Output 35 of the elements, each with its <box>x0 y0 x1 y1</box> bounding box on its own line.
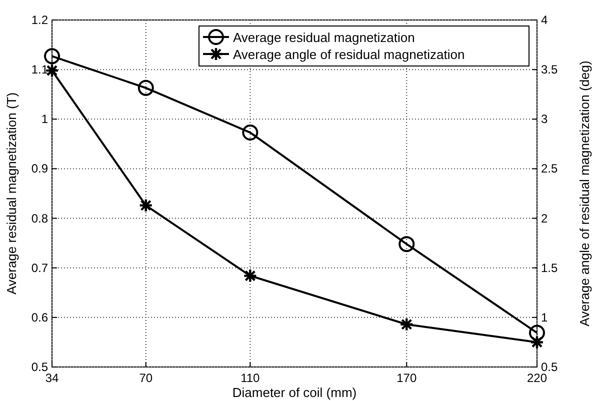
x-tick-label: 70 <box>139 371 153 385</box>
y2-tick-label: 2.5 <box>541 162 558 176</box>
y2-tick-label: 1.5 <box>541 260 558 275</box>
point <box>398 236 415 252</box>
y-tick-label: 0.8 <box>31 211 48 226</box>
y2-axis-title: Average angle of residual magnetization (deg) <box>577 60 592 326</box>
x-tick-label: 34 <box>45 371 59 385</box>
y2-tick-label: 4 <box>541 13 548 27</box>
y-tick-label: 1.1 <box>31 62 48 77</box>
point <box>400 317 414 332</box>
y-tick-label: 0.5 <box>31 360 48 374</box>
y-tick-label: 0.7 <box>31 260 48 275</box>
point <box>44 48 60 64</box>
point <box>529 324 545 341</box>
x-tick-label: 170 <box>396 371 417 385</box>
point <box>530 335 544 350</box>
point <box>138 198 153 212</box>
point <box>138 80 154 96</box>
y2-tick-label: 0.5 <box>541 360 558 374</box>
y-axis-title: Average residual magnetization (T) <box>4 92 19 295</box>
y-tick-label: 0.6 <box>31 310 48 324</box>
x-tick-label: 220 <box>526 371 548 385</box>
point <box>242 124 258 141</box>
y-tick-label: 1.2 <box>31 13 48 27</box>
y2-tick-label: 3.5 <box>541 62 558 77</box>
y-tick-label: 1 <box>41 112 48 126</box>
y2-tick-label: 2 <box>541 211 548 226</box>
legend-label: Average residual magnetization <box>233 30 415 45</box>
y-tick-label: 0.9 <box>31 162 48 176</box>
y2-tick-label: 3 <box>541 112 548 126</box>
x-axis-title: Diameter of coil (mm) <box>232 385 357 400</box>
legend-label: Average angle of residual magnetization <box>233 47 465 62</box>
x-tick-label: 110 <box>240 371 260 385</box>
y2-tick-label: 1 <box>541 310 548 324</box>
point <box>243 268 258 283</box>
